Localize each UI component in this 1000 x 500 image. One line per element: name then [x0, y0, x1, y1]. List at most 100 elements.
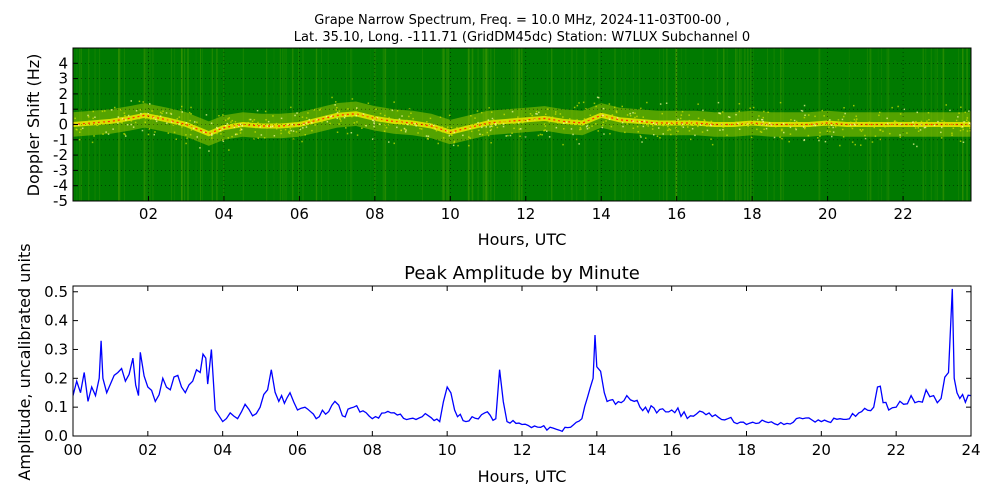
spectrogram-speckle	[331, 96, 333, 99]
spectrogram-speckle	[487, 134, 490, 137]
spectrogram-speckle	[344, 115, 347, 117]
spectrogram-speckle	[313, 109, 315, 111]
spectrogram-speckle	[93, 135, 95, 137]
amplitude-xtick-label: 18	[737, 441, 756, 459]
spectrogram-speckle	[124, 133, 126, 136]
spectrogram-speckle	[173, 131, 176, 134]
spectrogram-striation	[124, 48, 125, 201]
spectrogram-speckle	[385, 126, 388, 129]
spectrogram-striation	[551, 48, 553, 201]
spectrogram-speckle	[518, 122, 520, 124]
spectrogram-speckle	[379, 123, 381, 126]
spectrogram-speckle	[205, 114, 208, 116]
spectrogram-speckle	[605, 120, 607, 122]
spectrogram-speckle	[391, 109, 394, 112]
spectrogram-speckle	[105, 131, 107, 133]
spectrogram-speckle	[814, 115, 816, 118]
spectrogram-speckle	[718, 112, 720, 114]
spectrogram-speckle	[426, 137, 429, 140]
spectrogram-speckle	[602, 107, 605, 110]
spectrogram-speckle	[728, 122, 730, 124]
spectrogram-ytick-label: -2	[53, 146, 68, 164]
spectrogram-speckle	[759, 130, 762, 133]
spectrogram-xtick-label: 14	[592, 205, 611, 223]
spectrogram-speckle	[513, 127, 515, 130]
spectrogram-speckle	[789, 122, 791, 125]
spectrogram-speckle	[166, 122, 168, 124]
spectrogram-speckle	[830, 124, 833, 126]
spectrogram-speckle	[544, 129, 546, 131]
spectrogram-speckle	[321, 121, 323, 123]
spectrogram-speckle	[747, 125, 749, 127]
spectrogram-speckle	[336, 107, 338, 109]
spectrogram-speckle	[211, 133, 213, 135]
spectrogram-speckle	[286, 126, 288, 129]
spectrogram-speckle	[367, 102, 370, 104]
spectrogram-striation	[518, 48, 520, 201]
spectrogram-xtick-label: 08	[365, 205, 384, 223]
spectrogram-speckle	[660, 123, 662, 125]
spectrogram-speckle	[426, 121, 428, 123]
spectrogram-speckle	[966, 119, 968, 121]
spectrogram-speckle	[749, 123, 751, 125]
spectrogram-speckle	[84, 123, 86, 126]
spectrogram-speckle	[280, 124, 283, 126]
spectrogram-speckle	[879, 138, 882, 141]
spectrogram-speckle	[373, 125, 375, 128]
spectrogram-speckle	[675, 127, 677, 129]
spectrogram-speckle	[503, 121, 506, 123]
spectrogram-striation	[564, 48, 566, 201]
spectrogram-striation	[395, 48, 397, 201]
spectrogram-speckle	[181, 126, 183, 128]
spectrogram-speckle	[462, 134, 464, 137]
spectrogram-speckle	[576, 119, 578, 121]
spectrogram-speckle	[817, 137, 819, 139]
spectrogram-striation	[614, 48, 616, 201]
spectrogram-speckle	[346, 132, 349, 135]
spectrogram-speckle	[968, 110, 970, 112]
spectrogram-speckle	[964, 111, 966, 114]
spectrogram-speckle	[794, 127, 797, 130]
spectrogram-speckle	[853, 104, 855, 107]
spectrogram-speckle	[259, 126, 261, 128]
spectrogram-speckle	[933, 124, 936, 127]
spectrogram-speckle	[117, 116, 120, 118]
amplitude-xtick-label: 04	[213, 441, 232, 459]
spectrogram-speckle	[452, 144, 455, 147]
spectrogram-speckle	[937, 124, 939, 126]
spectrogram-striation	[211, 48, 213, 201]
spectrogram-speckle	[442, 137, 445, 139]
spectrogram-speckle	[356, 134, 359, 136]
spectrogram-xtick-label: 02	[139, 205, 158, 223]
spectrogram-speckle	[844, 112, 846, 115]
spectrogram-speckle	[486, 131, 489, 134]
spectrogram-speckle	[480, 122, 482, 124]
spectrogram-speckle	[726, 134, 728, 136]
spectrogram-speckle	[408, 115, 410, 118]
spectrogram-striation	[443, 48, 445, 201]
spectrogram-speckle	[899, 134, 901, 136]
spectrogram-speckle	[802, 126, 805, 128]
spectrogram-speckle	[559, 119, 562, 122]
spectrogram-speckle	[372, 119, 374, 122]
spectrogram-speckle	[406, 123, 409, 126]
spectrogram-speckle	[951, 134, 953, 136]
spectrogram-speckle	[373, 120, 375, 122]
spectrogram-speckle	[923, 123, 925, 126]
spectrogram-speckle	[78, 138, 81, 141]
spectrogram-speckle	[779, 101, 782, 104]
spectrogram-speckle	[222, 127, 224, 130]
spectrogram-speckle	[102, 133, 104, 135]
spectrogram-speckle	[194, 121, 196, 123]
spectrogram-speckle	[514, 122, 517, 124]
spectrogram-ytick-label: -3	[53, 161, 68, 179]
spectrogram-speckle	[480, 111, 483, 114]
amplitude-xlabel: Hours, UTC	[478, 467, 567, 486]
spectrogram-speckle	[400, 129, 402, 132]
spectrogram-speckle	[636, 125, 639, 128]
spectrogram-speckle	[355, 114, 357, 117]
spectrogram-speckle	[453, 131, 456, 134]
spectrogram-speckle	[155, 118, 157, 121]
spectrogram-speckle	[450, 126, 453, 129]
